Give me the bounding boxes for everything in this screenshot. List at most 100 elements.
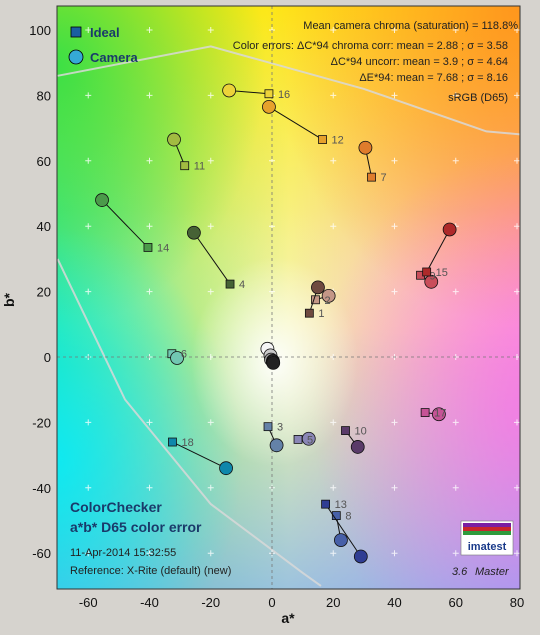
error-line	[101, 199, 149, 248]
patch-number-label: 10	[355, 426, 367, 438]
grid-cross	[514, 484, 520, 491]
panel-title: ColorChecker	[70, 499, 162, 515]
legend-camera-circle	[68, 49, 84, 65]
x-tick-label: -60	[79, 595, 98, 610]
patch-number-label: 14	[157, 242, 169, 254]
legend-ideal-square	[70, 26, 82, 38]
patch-number-label: 11	[194, 161, 205, 173]
grid-cross	[85, 419, 92, 426]
camera-marker	[334, 533, 348, 548]
grid-cross	[146, 550, 153, 557]
edition-label: Master	[475, 566, 510, 578]
grid-cross	[330, 157, 337, 164]
camera-marker	[262, 99, 276, 114]
x-tick-label: 80	[510, 595, 524, 610]
grid-cross	[207, 157, 214, 164]
grid-cross	[146, 223, 153, 230]
grid-cross	[85, 223, 92, 230]
error-line	[268, 106, 323, 140]
gamut-line-0	[57, 45, 520, 136]
grid-cross	[391, 550, 398, 557]
camera-marker	[432, 407, 446, 422]
grid-cross	[330, 419, 337, 426]
patch-number-label: 8	[345, 511, 351, 523]
x-tick-label: 20	[326, 595, 340, 610]
y-tick-label: 100	[29, 23, 51, 38]
info-panel: ColorChecker a*b* D65 color error 11-Apr…	[70, 499, 231, 577]
patch-number-label: 13	[335, 499, 347, 511]
camera-marker	[301, 431, 316, 446]
patch-number-label: 3	[277, 422, 283, 434]
version-label: 3.6	[452, 566, 468, 578]
patch-number-label: 18	[181, 437, 193, 449]
patch-number-label: 17	[434, 408, 446, 420]
x-tick-label: 40	[387, 595, 401, 610]
camera-marker	[350, 440, 365, 454]
legend-camera-label: Camera	[90, 50, 138, 65]
y-tick-label: 20	[37, 285, 51, 300]
camera-marker	[167, 132, 181, 147]
color-space: sRGB (D65)	[448, 92, 508, 104]
y-tick-label: 0	[44, 350, 51, 365]
camera-marker	[222, 83, 237, 98]
grid-cross	[452, 27, 459, 33]
camera-marker	[187, 225, 201, 240]
y-axis-label: b*	[1, 292, 17, 307]
ideal-marker	[225, 279, 235, 289]
grid-cross	[452, 419, 459, 426]
legend: Ideal Camera	[68, 25, 138, 65]
camera-marker	[266, 355, 281, 370]
camera-marker	[321, 288, 336, 303]
grid-cross	[452, 484, 459, 491]
ideal-marker	[180, 161, 190, 171]
grid-cross	[146, 92, 153, 99]
ideal-marker	[304, 308, 314, 318]
y-tick-label: -40	[32, 481, 51, 496]
grid-cross	[514, 223, 520, 230]
grid-cross	[85, 550, 92, 557]
patch-number-label: 12	[332, 135, 344, 147]
camera-marker	[269, 438, 284, 453]
grid-cross	[85, 92, 92, 99]
grid-cross	[207, 223, 214, 230]
grid-cross	[85, 27, 92, 33]
grid-cross	[207, 550, 214, 557]
grid-cross	[207, 288, 214, 295]
grid-cross	[207, 419, 214, 426]
grid-cross	[514, 419, 520, 426]
grid-cross	[330, 223, 337, 230]
grid-cross	[146, 288, 153, 295]
grid-cross	[452, 288, 459, 295]
ideal-marker	[367, 172, 376, 182]
grid-cross	[391, 92, 398, 99]
plot-frame	[56, 5, 521, 590]
patch-number-label: 6	[181, 349, 187, 361]
grid-cross	[330, 27, 337, 33]
x-tick-label: 60	[449, 595, 463, 610]
gamut-boundary	[57, 45, 520, 587]
stat-e94: ΔE*94: mean = 7.68 ; σ = 8.16	[359, 72, 508, 84]
ideal-marker	[168, 437, 177, 447]
panel-reference: Reference: X-Rite (default) (new)	[70, 565, 231, 577]
camera-marker	[358, 140, 373, 155]
stat-c94-corr: Color errors: ΔC*94 chroma corr: mean = …	[233, 40, 508, 52]
grid-cross	[85, 484, 92, 491]
patch-number-label: 2	[324, 295, 330, 307]
grid-cross	[207, 27, 214, 33]
error-line	[426, 229, 451, 273]
y-tick-label: 60	[37, 154, 51, 169]
camera-marker	[95, 193, 109, 207]
ideal-marker	[293, 435, 303, 444]
grid-cross	[514, 92, 520, 99]
camera-marker	[311, 280, 325, 295]
patch-number-label: 7	[381, 172, 387, 184]
error-stats: Mean camera chroma (saturation) = 118.8%…	[233, 20, 518, 104]
grid-cross	[146, 484, 153, 491]
x-tick-label: 0	[268, 595, 275, 610]
grid-cross	[514, 288, 520, 295]
grid-cross	[85, 157, 92, 164]
axis-ticks: -60 -40 -20 0 20 40 60 80 -60 -40 -20 0 20 40 60 80 100	[29, 23, 524, 610]
grid-cross	[514, 157, 520, 164]
ideal-marker	[341, 426, 350, 435]
